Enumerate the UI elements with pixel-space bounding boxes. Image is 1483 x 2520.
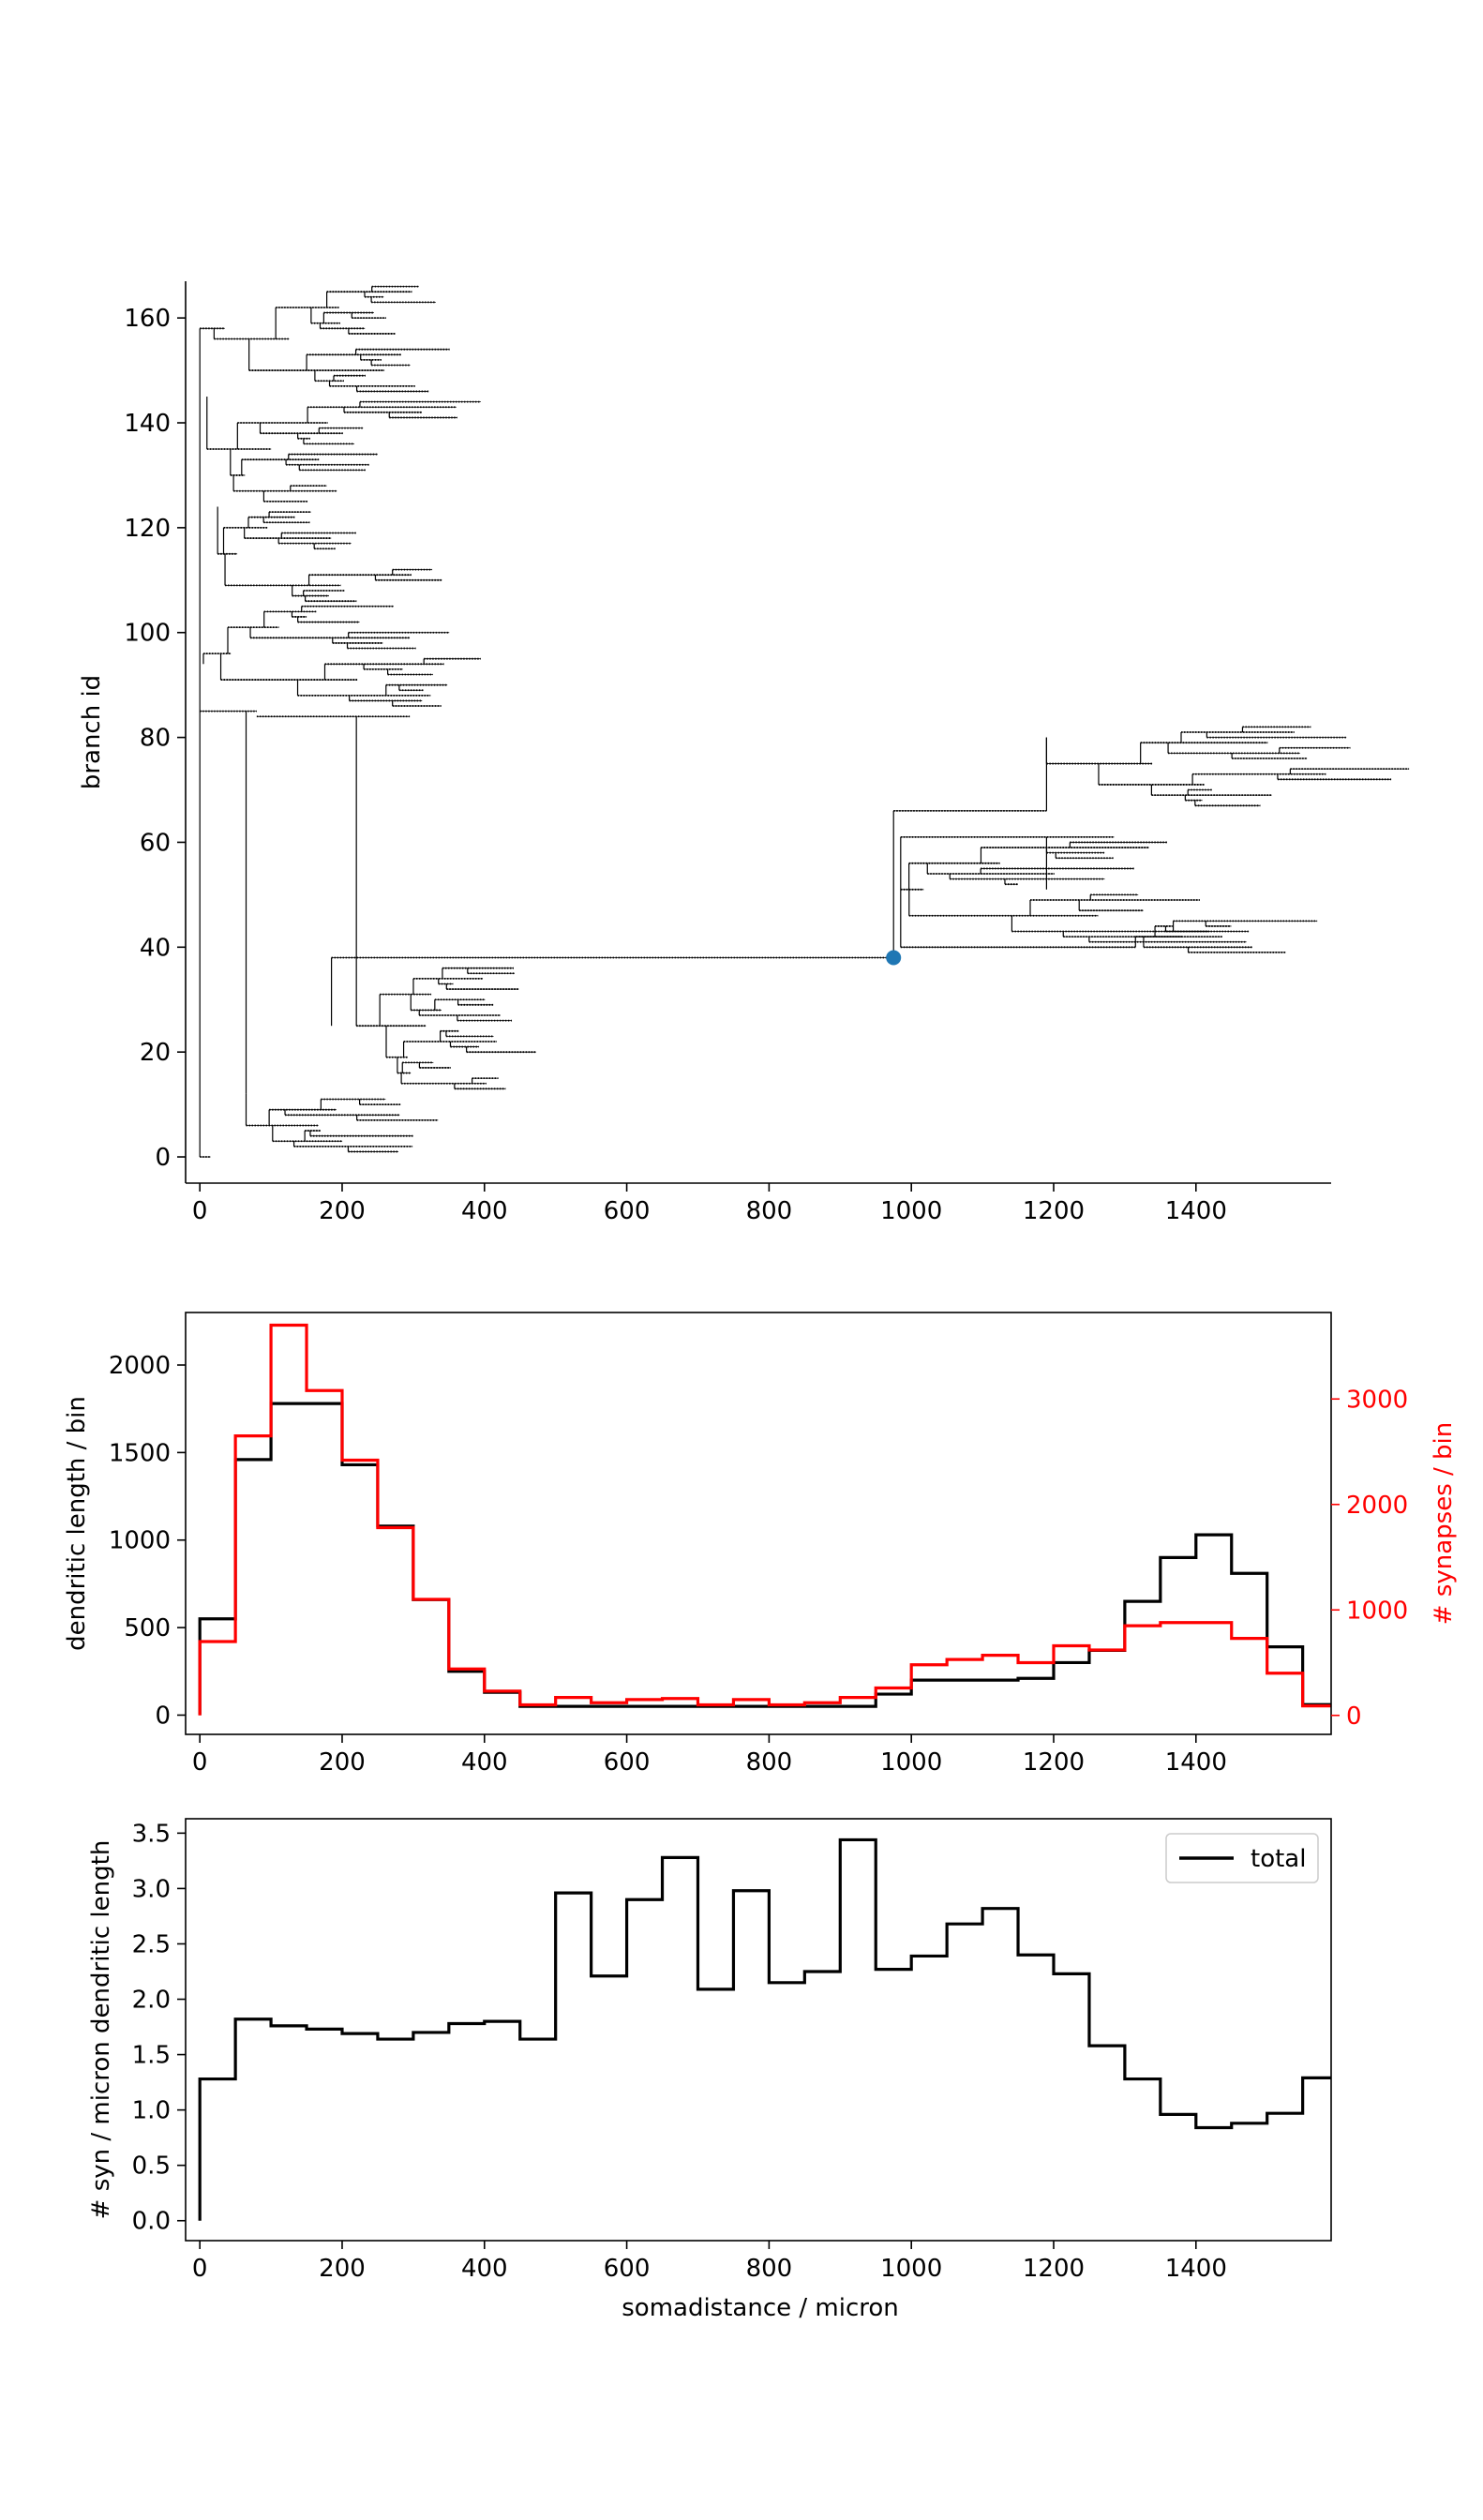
length-y-tick-label: 1000 (109, 1527, 171, 1555)
dendrogram-y-tick-label: 100 (124, 620, 171, 648)
synapse-density-x-tick-label: 400 (461, 2255, 508, 2283)
dendrogram-y-tick-label: 60 (140, 829, 171, 857)
length-y-tick-label: 0 (155, 1702, 171, 1730)
synapse-density-y-tick-label: 3.5 (132, 1820, 171, 1848)
synapse-density-axes-frame (185, 1818, 1332, 2242)
dendrogram-y-tick-label: 20 (140, 1039, 171, 1067)
synapse-density-y-tick-label: 1.5 (132, 2042, 171, 2070)
length-y-tick-label: 1500 (109, 1439, 171, 1467)
dendrogram-x-tick-label: 800 (746, 1197, 793, 1225)
legend-label: total (1251, 1845, 1306, 1873)
synapse-density-y-tick-label: 2.0 (132, 1987, 171, 2015)
synapse-density-x-tick-label: 600 (604, 2255, 651, 2283)
length-y-tick-label: 2000 (109, 1352, 171, 1380)
length-y-tick-label: 500 (124, 1614, 171, 1642)
synapse-density-y-tick-label: 0.0 (132, 2208, 171, 2236)
dendrogram-y-tick-label: 120 (124, 515, 171, 543)
synapse-density-x-tick-label: 200 (319, 2255, 366, 2283)
length-synapse-x-ticks: 0 200 400 600 800 1000 1200 1400 (192, 1734, 1227, 1777)
synapse-y-tick-label: 3000 (1346, 1386, 1408, 1414)
dendrogram-x-ticks: 0 200 400 600 800 1000 1200 1400 (192, 1183, 1227, 1225)
dendrogram-y-tick-label: 40 (140, 934, 171, 962)
dendrogram-y-ticks: 0 20 40 60 80 100 120 140 160 (124, 305, 186, 1172)
synapse-y-ticks: 0 1000 2000 3000 (1331, 1386, 1408, 1731)
synapse-y-tick-label: 0 (1346, 1702, 1362, 1731)
length-synapse-x-tick-label: 1400 (1165, 1748, 1227, 1777)
length-y-ticks: 0 500 1000 1500 2000 (109, 1352, 186, 1730)
dendrogram-x-tick-label: 400 (461, 1197, 508, 1225)
dendrogram-bifurcation-marker (886, 950, 902, 966)
length-synapse-histogram-panel: 0 200 400 600 800 1000 1200 1400 0 500 1000 1500 20… (63, 1312, 1458, 1777)
legend-box (1165, 1833, 1319, 1883)
synapse-density-panel: 0 200 400 600 800 1000 1200 1400 0.0 0.5 1.0 1.5 2.… (87, 1818, 1332, 2322)
dendrogram-y-tick-label: 140 (124, 410, 171, 438)
synapse-density-x-tick-label: 1000 (880, 2255, 942, 2283)
dendrogram-x-tick-label: 1200 (1023, 1197, 1085, 1225)
length-y-axis-label: dendritic length / bin (63, 1396, 91, 1651)
synapse-density-y-tick-label: 3.0 (132, 1875, 171, 1903)
dendrogram-x-tick-label: 600 (604, 1197, 651, 1225)
synapse-density-y-tick-label: 0.5 (132, 2152, 171, 2181)
length-synapse-x-tick-label: 400 (461, 1748, 508, 1777)
synapse-count-series (198, 1323, 1331, 1716)
dendrogram-x-tick-label: 200 (319, 1197, 366, 1225)
dendrogram-plot-area (199, 285, 1410, 1158)
synapse-density-plot-area (198, 1838, 1331, 2221)
synapse-density-x-ticks: 0 200 400 600 800 1000 1200 1400 (192, 2241, 1227, 2283)
length-synapse-x-tick-label: 200 (319, 1748, 366, 1777)
synapse-y-tick-label: 2000 (1346, 1492, 1408, 1520)
synapse-density-x-tick-label: 1400 (1165, 2255, 1227, 2283)
synapse-density-y-axis-label: # syn / micron dendritic length (87, 1840, 115, 2220)
length-synapse-x-tick-label: 0 (192, 1748, 208, 1777)
synapse-density-x-tick-label: 1200 (1023, 2255, 1085, 2283)
synapse-density-y-tick-label: 2.5 (132, 1930, 171, 1958)
length-synapse-x-tick-label: 1000 (880, 1748, 942, 1777)
dendrogram-x-tick-label: 1000 (880, 1197, 942, 1225)
synapse-density-x-tick-label: 0 (192, 2255, 208, 2283)
length-synapse-plot-area (198, 1323, 1331, 1716)
length-synapse-x-tick-label: 600 (604, 1748, 651, 1777)
length-synapse-axes-frame (185, 1312, 1332, 1735)
legend: total (1165, 1833, 1319, 1883)
dendrogram-y-tick-label: 80 (140, 725, 171, 753)
synapse-density-y-ticks: 0.0 0.5 1.0 1.5 2.0 2.5 3.0 3.5 (132, 1820, 186, 2236)
synapse-density-y-tick-label: 1.0 (132, 2097, 171, 2125)
dendrogram-panel: 0 200 400 600 800 1000 1200 1400 0 20 40 60 80 100 12… (78, 281, 1410, 1225)
dendrogram-y-tick-label: 0 (155, 1144, 171, 1172)
synapse-density-x-tick-label: 800 (746, 2255, 793, 2283)
synapse-y-tick-label: 1000 (1346, 1597, 1408, 1625)
synapse-density-series (198, 1838, 1331, 2221)
length-synapse-x-tick-label: 800 (746, 1748, 793, 1777)
dendrogram-x-tick-label: 0 (192, 1197, 208, 1225)
dendrogram-y-tick-label: 160 (124, 305, 171, 333)
dendrogram-y-axis-label: branch id (78, 675, 106, 789)
synapse-density-x-axis-label: somadistance / micron (622, 2294, 899, 2322)
dendrogram-x-tick-label: 1400 (1165, 1197, 1227, 1225)
synapse-y-axis-label: # synapses / bin (1430, 1422, 1458, 1625)
dendritic-length-series (198, 1402, 1331, 1716)
length-synapse-x-tick-label: 1200 (1023, 1748, 1085, 1777)
